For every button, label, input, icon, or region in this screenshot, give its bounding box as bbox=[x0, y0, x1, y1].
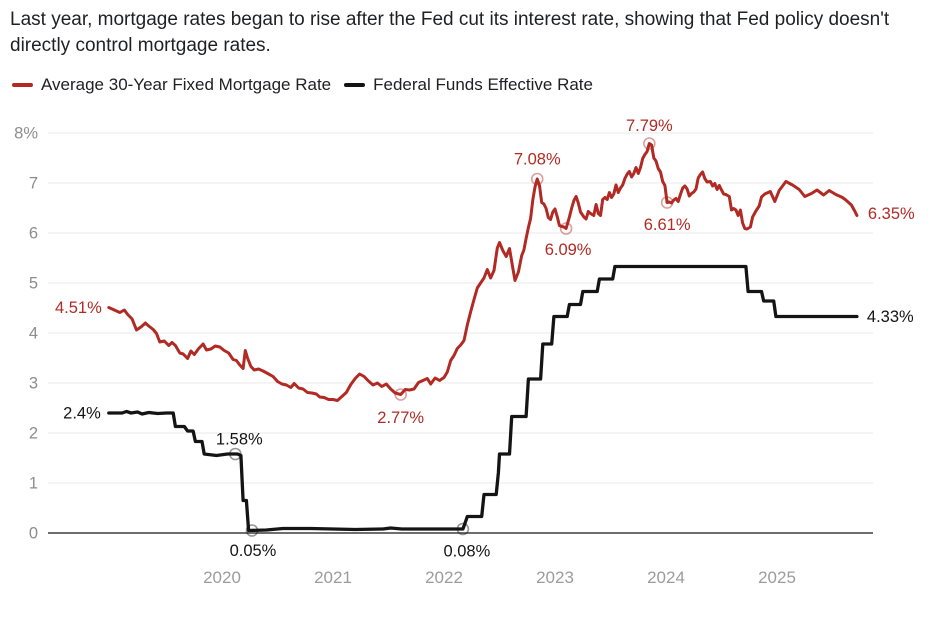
annotation-label: 6.35% bbox=[868, 205, 915, 223]
y-tick-label: 1 bbox=[29, 475, 38, 493]
annotation-label: 0.05% bbox=[230, 542, 277, 560]
legend: Average 30-Year Fixed Mortgage Rate Fede… bbox=[12, 75, 593, 95]
mortgage-rate-line bbox=[107, 142, 859, 402]
annotation-label: 4.33% bbox=[867, 308, 914, 326]
legend-item-fed-funds-rate: Federal Funds Effective Rate bbox=[344, 75, 593, 95]
legend-item-mortgage-rate: Average 30-Year Fixed Mortgage Rate bbox=[12, 75, 331, 95]
annotation-label: 6.09% bbox=[545, 241, 592, 259]
annotation-marker-circle bbox=[394, 388, 408, 401]
annotation-marker-circle bbox=[229, 447, 242, 461]
annotation-label: 1.58% bbox=[216, 431, 263, 449]
fed-line-swatch-icon bbox=[344, 83, 366, 87]
annotation-label: 2.77% bbox=[377, 409, 424, 427]
annotation-marker-circle bbox=[530, 172, 544, 186]
x-tick-label: 2024 bbox=[647, 568, 685, 587]
x-tick-label: 2022 bbox=[425, 568, 463, 587]
x-tick-label: 2023 bbox=[536, 568, 574, 587]
annotation-label: 7.08% bbox=[514, 151, 561, 169]
y-tick-label: 3 bbox=[29, 375, 38, 393]
annotation-marker-circle bbox=[660, 196, 674, 209]
annotation-label: 6.61% bbox=[644, 216, 691, 234]
y-tick-label: 2 bbox=[29, 425, 38, 443]
y-tick-label: 8% bbox=[14, 125, 38, 143]
annotation-marker-circle bbox=[559, 222, 573, 235]
legend-label-mortgage-rate: Average 30-Year Fixed Mortgage Rate bbox=[41, 75, 332, 94]
y-tick-label: 4 bbox=[29, 325, 38, 343]
annotation-label: 2.4% bbox=[63, 405, 101, 423]
annotation-label: 4.51% bbox=[55, 299, 102, 317]
y-tick-label: 5 bbox=[29, 275, 38, 293]
y-tick-label: 0 bbox=[29, 525, 38, 543]
annotation-label: 7.79% bbox=[626, 117, 673, 135]
annotation-label: 0.08% bbox=[443, 543, 490, 561]
chart-headline: Last year, mortgage rates began to rise … bbox=[10, 9, 890, 56]
legend-label-fed-funds-rate: Federal Funds Effective Rate bbox=[373, 75, 593, 94]
annotation-marker-circle bbox=[456, 522, 470, 536]
fed-funds-rate-line bbox=[107, 264, 859, 533]
mortgage-line-swatch-icon bbox=[12, 83, 33, 87]
x-tick-label: 2021 bbox=[314, 568, 352, 587]
annotation-marker-circle bbox=[643, 137, 656, 150]
annotation-marker-circle bbox=[245, 524, 259, 537]
x-tick-label: 2025 bbox=[758, 568, 796, 587]
x-tick-label: 2020 bbox=[203, 568, 241, 587]
y-tick-label: 6 bbox=[29, 225, 38, 243]
y-tick-label: 7 bbox=[29, 175, 38, 193]
